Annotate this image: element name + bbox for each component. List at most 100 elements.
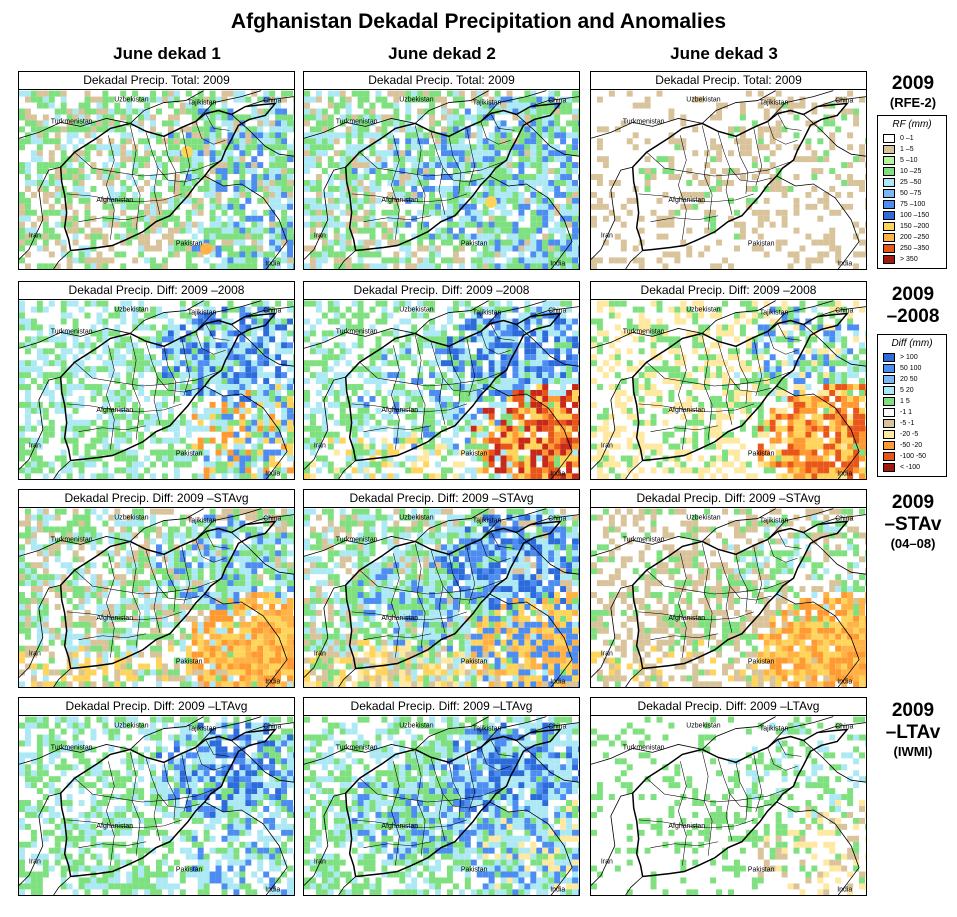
province-border (106, 345, 115, 450)
province-border (448, 762, 462, 820)
country-border (304, 166, 346, 260)
province-border (767, 331, 798, 355)
country-border (776, 593, 860, 687)
province-border (735, 554, 749, 612)
place-label-uzbekistan: Uzbekistan (686, 307, 720, 314)
country-border (701, 90, 776, 124)
legend-item: 50 –75 (883, 188, 946, 199)
province-border (106, 553, 115, 658)
province-border (78, 633, 147, 640)
row-label-diffltavg-main: 2009 (891, 700, 935, 721)
country-border (591, 584, 633, 678)
province-border (205, 113, 230, 131)
country-border (625, 668, 643, 687)
precip-raster (19, 508, 294, 687)
province-border (129, 543, 141, 648)
province-border (414, 335, 426, 440)
place-label-india: India (550, 678, 565, 685)
legend-swatch (883, 233, 895, 242)
place-label-tajikistan: Tajikistan (473, 100, 502, 107)
precipitation-map: Uzbekistan Tajikistan China Turkmenistan Afg… (19, 300, 294, 479)
province-border (701, 543, 713, 648)
precipitation-map: Uzbekistan Tajikistan China Turkmenistan Afg… (591, 716, 866, 895)
province-border (729, 377, 772, 393)
legend-swatch (883, 441, 895, 450)
place-label-pakistan: Pakistan (461, 867, 488, 874)
province-border (678, 135, 687, 240)
province-border (490, 739, 515, 757)
province-border (753, 338, 763, 397)
province-border (359, 570, 503, 595)
province-border (359, 362, 503, 387)
map-panel-total-dekad-1: Dekadal Precip. Total: 2009 Uzbekistan Taj… (18, 71, 295, 270)
country-border (776, 385, 860, 479)
place-label-uzbekistan: Uzbekistan (686, 515, 720, 522)
province-border (442, 377, 485, 393)
precip-hotspot (485, 196, 497, 209)
map-panel-diffstavg-dekad-1: Dekadal Precip. Diff: 2009 –STAvg Uzbekis… (18, 489, 295, 688)
province-border (205, 323, 230, 341)
province-border (78, 425, 147, 432)
afghanistan-outline (59, 312, 277, 462)
boundaries (591, 716, 866, 895)
province-border (753, 754, 763, 813)
place-label-india: India (265, 470, 280, 477)
legend-swatch (883, 364, 895, 373)
row-label-diff2008-main: 2009 (891, 284, 935, 305)
province-border (363, 841, 432, 848)
province-border (638, 193, 754, 203)
precipitation-map: Uzbekistan Tajikistan China Turkmenistan Afg… (591, 508, 866, 687)
province-border (181, 128, 191, 187)
province-border (650, 215, 719, 222)
boundaries (591, 508, 866, 687)
country-border (204, 385, 288, 479)
legend-swatch (883, 375, 895, 384)
province-border (777, 531, 802, 549)
panel-title: Dekadal Precip. Diff: 2009 –LTAvg (304, 698, 579, 716)
province-border (74, 570, 218, 595)
legend-swatch (883, 255, 895, 264)
map-panel-diffltavg-dekad-2: Dekadal Precip. Diff: 2009 –LTAvg Uzbekis… (303, 697, 580, 896)
country-border (817, 306, 866, 317)
legend-label: -50 -20 (900, 442, 923, 449)
afghanistan-outline (344, 312, 562, 462)
country-border (414, 300, 489, 334)
province-border (205, 739, 230, 757)
country-border (516, 114, 579, 157)
place-label-tajikistan: Tajikistan (473, 726, 502, 733)
province-border (391, 761, 400, 866)
legend-label: 5 –10 (900, 157, 918, 164)
province-border (638, 611, 754, 621)
country-border (19, 328, 131, 349)
legend-label: -5 -1 (900, 420, 915, 427)
legend-swatch (883, 211, 895, 220)
country-border (489, 593, 573, 687)
legend-item: 1 5 (883, 396, 946, 407)
province-border (359, 152, 503, 177)
province-border (650, 425, 719, 432)
place-label-pakistan: Pakistan (461, 659, 488, 666)
place-label-iran: Iran (601, 651, 613, 658)
country-border (803, 324, 866, 367)
place-label-china: China (263, 724, 281, 731)
map-panel-diff2008-dekad-3: Dekadal Precip. Diff: 2009 –2008 Uzbekist… (590, 281, 867, 480)
place-label-iran: Iran (601, 859, 613, 866)
province-border (701, 335, 713, 440)
province-border (678, 553, 687, 658)
place-label-turkmenistan: Turkmenistan (623, 328, 665, 335)
province-border (205, 531, 230, 549)
place-label-afghanistan: Afghanistan (96, 823, 133, 830)
legend-label: 250 –350 (900, 245, 930, 252)
place-label-uzbekistan: Uzbekistan (114, 97, 148, 104)
country-border (489, 385, 573, 479)
legend-label: 150 –200 (900, 223, 930, 230)
precip-raster (19, 300, 294, 479)
boundaries (304, 716, 579, 895)
country-border (19, 536, 131, 557)
place-label-turkmenistan: Turkmenistan (336, 536, 378, 543)
country-border (516, 324, 579, 367)
panel-title: Dekadal Precip. Total: 2009 (591, 72, 866, 90)
legend-item: 250 –350 (883, 243, 946, 254)
place-label-india: India (265, 678, 280, 685)
country-border (129, 716, 204, 750)
